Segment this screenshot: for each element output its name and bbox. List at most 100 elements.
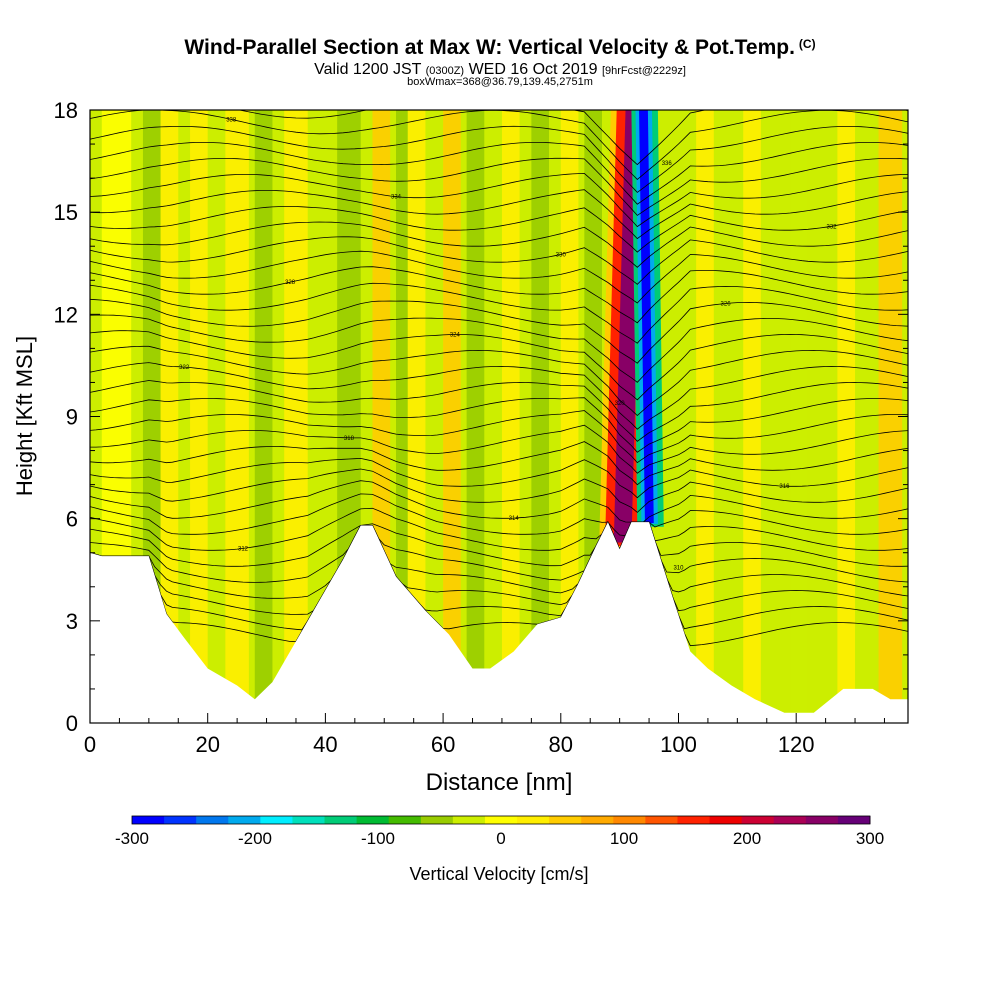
velocity-band (837, 110, 856, 723)
colorbar-tick-label: 200 (733, 829, 761, 848)
theta-contour (90, 410, 908, 464)
colorbar-swatch (260, 816, 293, 824)
contour-label: 318 (344, 436, 355, 442)
colorbar (131, 815, 871, 825)
contour-label: 336 (662, 161, 673, 167)
colorbar-swatch (517, 816, 550, 824)
colorbar-swatch (709, 816, 743, 824)
colorbar-swatch (837, 816, 871, 824)
y-tick-label: 0 (66, 711, 78, 736)
theta-contour (90, 493, 908, 537)
colorbar-tick-label: 100 (610, 829, 638, 848)
downdraft-peak (639, 110, 654, 524)
colorbar-swatch (292, 816, 326, 824)
theta-contour (90, 298, 908, 364)
velocity-band (878, 110, 903, 723)
theta-contour (90, 521, 908, 631)
velocity-band (743, 110, 761, 723)
theta-contour (90, 362, 908, 430)
contour-label: 324 (450, 332, 461, 338)
theta-contour (90, 189, 908, 240)
colorbar-swatch (484, 816, 518, 824)
colorbar-swatch (549, 816, 582, 824)
velocity-band (396, 110, 408, 723)
terrain-mask (90, 522, 908, 723)
theta-contours (90, 110, 908, 647)
theta-contour (90, 172, 908, 228)
theta-contour (90, 468, 908, 513)
x-tick-label: 120 (778, 732, 815, 757)
colorbar-swatch (164, 816, 197, 824)
theta-contour (90, 521, 908, 599)
velocity-band (531, 110, 550, 723)
colorbar-swatch (196, 816, 229, 824)
colorbar-swatch (420, 816, 454, 824)
x-axis: 0 20 40 60 80 100 120 (84, 713, 885, 757)
theta-contour (90, 236, 908, 285)
y-tick-label: 15 (54, 200, 78, 225)
theta-contour (90, 521, 908, 647)
theta-contour (90, 424, 908, 474)
theta-contour (90, 480, 908, 523)
contour-label: 330 (556, 252, 567, 258)
contour-label: 322 (179, 365, 190, 371)
theta-contour (90, 345, 908, 417)
colorbar-swatch (356, 816, 390, 824)
velocity-band (160, 110, 179, 723)
colorbar-swatch (773, 816, 807, 824)
x-tick-label: 80 (549, 732, 573, 757)
y-axis: 0 3 6 9 12 15 18 (54, 98, 908, 736)
chart-title: Wind-Parallel Section at Max W: Vertical… (184, 36, 816, 59)
colorbar-tick-label: -100 (361, 829, 395, 848)
copyright-mark: (C) (798, 37, 816, 51)
velocity-band (560, 110, 579, 723)
theta-contour (90, 221, 908, 268)
y-tick-label: 12 (54, 302, 78, 327)
theta-contour (90, 282, 908, 344)
contour-label: 316 (779, 484, 790, 490)
theta-contour (90, 205, 908, 253)
box-info: boxWmax=368@36.79,139.45,2751m (407, 76, 593, 88)
theta-contour (90, 457, 908, 499)
velocity-band (501, 110, 520, 723)
plot-area: 310 312 314 316 318 320 322 324 326 328 330 332 334 3… (90, 110, 908, 723)
colorbar-swatch (805, 816, 839, 824)
x-axis-label: Distance [nm] (426, 769, 573, 796)
contour-label: 312 (238, 546, 249, 552)
velocity-band (225, 110, 249, 723)
theta-contour (90, 330, 908, 401)
contour-label: 326 (721, 301, 732, 307)
colorbar-tick-label: -300 (115, 829, 149, 848)
y-tick-label: 9 (66, 405, 78, 430)
theta-contour (90, 266, 908, 324)
theta-contour (90, 521, 908, 615)
y-tick-label: 6 (66, 507, 78, 532)
colorbar-ticks: -300 -200 -100 0 100 200 300 (115, 829, 884, 848)
theta-contour (90, 397, 908, 453)
colorbar-tick-label: -200 (238, 829, 272, 848)
theta-contour (90, 441, 908, 486)
colorbar-label: Vertical Velocity [cm/s] (409, 864, 588, 884)
velocity-band (466, 110, 485, 723)
contour-label: 310 (673, 565, 684, 571)
theta-contour (90, 157, 908, 216)
colorbar-frame (131, 815, 871, 825)
theta-contour (90, 521, 908, 583)
colorbar-swatch (677, 816, 711, 824)
contour-label: 334 (391, 195, 402, 201)
contour-label: 320 (615, 401, 626, 407)
theta-contour (90, 380, 908, 442)
x-tick-label: 20 (195, 732, 219, 757)
colorbar-swatch (452, 816, 486, 824)
theta-contour (90, 521, 908, 567)
colorbar-tick-label: 0 (496, 829, 505, 848)
background-field (90, 110, 908, 723)
velocity-band (790, 110, 808, 723)
x-tick-label: 40 (313, 732, 337, 757)
velocity-band (443, 110, 461, 723)
y-tick-label: 18 (54, 98, 78, 123)
velocity-band (284, 110, 308, 723)
theta-contour (90, 507, 908, 551)
y-axis-label: Height [Kft MSL] (12, 336, 37, 496)
